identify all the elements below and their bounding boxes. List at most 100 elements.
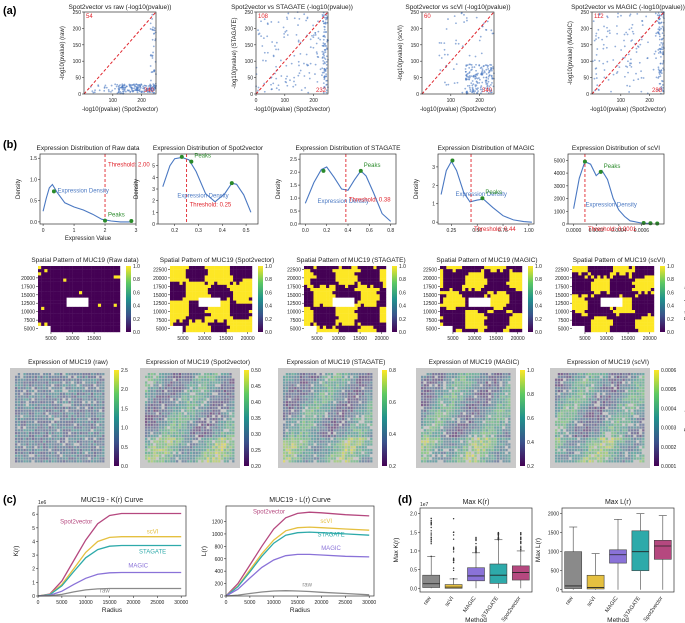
spatial-cell	[496, 319, 501, 323]
spatial-cell	[223, 291, 227, 295]
spatial-cell	[367, 310, 371, 314]
spatial-cell	[584, 310, 588, 314]
spatial-cell	[575, 310, 579, 314]
spatial-cell	[41, 313, 45, 317]
spatial-cell	[644, 322, 648, 326]
spatial-cell	[79, 275, 83, 279]
spatial-cell	[313, 278, 317, 282]
spatial-cell	[204, 294, 209, 298]
spatial-cell	[493, 281, 497, 286]
expression-spot	[96, 412, 99, 415]
spatial-cell	[44, 288, 48, 292]
spatial-cell	[481, 316, 485, 320]
expression-spot	[93, 395, 96, 398]
expression-spot	[20, 429, 23, 432]
spatial-cell	[248, 266, 253, 270]
spatial-cell	[173, 266, 177, 270]
spatial-cell	[622, 316, 626, 320]
spatial-cell	[170, 284, 174, 289]
spatial-cell	[307, 306, 311, 311]
spatial-cell	[91, 300, 95, 304]
spatial-cell	[625, 303, 629, 308]
expression-spot	[93, 429, 96, 432]
expression-spot	[29, 423, 32, 426]
spatial-cell	[322, 278, 327, 282]
spatial-cell	[575, 316, 579, 320]
spatial-cell	[88, 322, 92, 326]
spatial-cell	[82, 275, 86, 279]
scatter-point	[468, 63, 471, 66]
spatial-cell	[226, 284, 231, 289]
spatial-cell	[79, 266, 83, 270]
scatter-point	[465, 74, 468, 77]
scatter-point	[263, 51, 266, 54]
spatial-cell	[503, 310, 507, 314]
spatial-cell	[245, 316, 250, 320]
spatial-cell	[304, 319, 308, 323]
expression-spot	[45, 434, 49, 438]
expression-spot	[60, 415, 63, 418]
spatial-cell	[104, 284, 108, 289]
expression-spot	[40, 418, 43, 421]
spatial-cell	[47, 303, 51, 308]
expression-spot	[34, 412, 37, 415]
expression-spot	[229, 375, 232, 379]
spatial-cell	[242, 325, 246, 330]
spatial-cell	[503, 288, 507, 292]
spatial-cell	[50, 328, 54, 333]
spatial-cell	[233, 272, 237, 276]
scatter-point	[323, 51, 325, 53]
spatial-cell	[613, 319, 617, 323]
scatter-point	[656, 14, 659, 17]
spatial-cell	[376, 316, 380, 320]
expression-spot	[71, 432, 74, 435]
spatial-cell	[185, 303, 190, 308]
spatial-cell	[635, 266, 639, 270]
expression-spot	[102, 409, 105, 412]
spatial-cell	[204, 281, 209, 286]
spatial-cell	[204, 269, 209, 273]
expression-spot	[54, 457, 57, 460]
spatial-cell	[379, 281, 384, 286]
spatial-cell	[515, 288, 520, 292]
expression-spot	[37, 437, 40, 440]
spatial-cell	[341, 313, 346, 317]
scatter-point	[630, 65, 633, 68]
expression-spot	[60, 440, 63, 443]
scatter-y-label: -log10(pvalue) (MAGIC)	[568, 21, 574, 85]
scatter-point	[312, 24, 315, 27]
spatial-cell	[185, 288, 190, 292]
spatial-cell	[638, 284, 642, 289]
spatial-cell	[56, 272, 61, 276]
expression-spot	[57, 406, 60, 409]
spatial-cell	[477, 322, 482, 326]
scatter-plot-1: Spot2vector vs raw (-log10(pvalue))05010…	[60, 4, 171, 113]
spatial-cell	[107, 303, 111, 308]
spatial-cell	[458, 300, 463, 304]
spatial-cell	[226, 303, 231, 308]
spatial-cell	[44, 303, 48, 308]
spatial-cell	[449, 291, 453, 295]
expression-spot	[164, 375, 167, 379]
expression-spot	[54, 395, 57, 398]
scatter-point	[323, 31, 326, 33]
spatial-cell	[50, 291, 54, 295]
expression-spot	[102, 401, 105, 404]
spatial-cell	[229, 291, 234, 295]
expression-spot	[40, 451, 43, 454]
spatial-cell	[97, 284, 102, 289]
spatial-cell	[635, 269, 639, 273]
spatial-cell	[113, 319, 118, 323]
expression-spot	[85, 375, 88, 379]
spatial-cell	[449, 284, 453, 289]
spatial-cell	[348, 269, 352, 273]
spatial-cell	[512, 294, 516, 298]
spatial-cell	[465, 303, 469, 308]
spatial-cell	[628, 316, 633, 320]
spatial-cell	[319, 269, 324, 273]
spatial-cell	[248, 294, 253, 298]
spatial-cell	[499, 278, 504, 282]
expression-spot	[60, 426, 63, 429]
expression-spot	[74, 395, 77, 398]
spatial-cell	[242, 306, 246, 311]
